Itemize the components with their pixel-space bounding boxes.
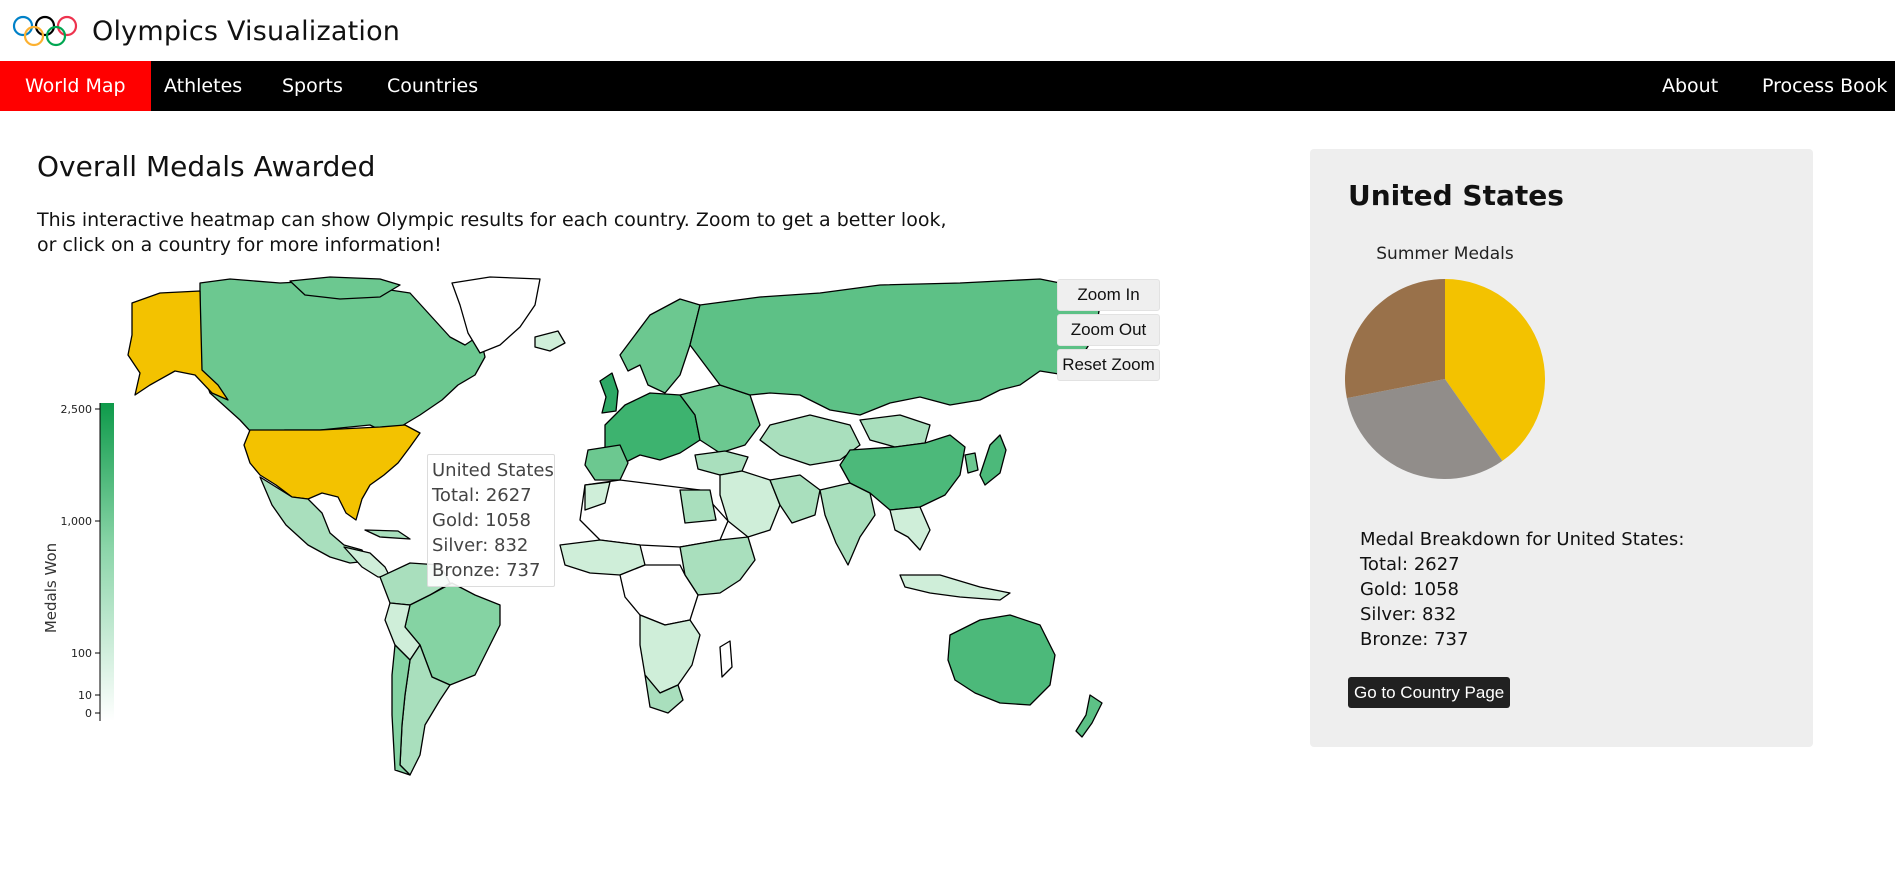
nav-sports[interactable]: Sports: [282, 75, 343, 97]
legend-tick-2500: 2,500: [61, 403, 93, 416]
country-kazakhstan[interactable]: [759, 414, 861, 466]
nav-world-map[interactable]: World Map: [0, 61, 151, 111]
legend-tick-0: 0: [85, 707, 92, 720]
tooltip-gold: Gold: 1058: [432, 510, 531, 531]
country-new-zealand[interactable]: [1075, 694, 1103, 738]
tooltip-total: Total: 2627: [432, 485, 532, 506]
country-mongolia[interactable]: [859, 414, 931, 448]
page-title: Overall Medals Awarded: [37, 150, 376, 183]
map-tooltip: United States Total: 2627 Gold: 1058 Sil…: [427, 454, 555, 587]
country-australia[interactable]: [947, 614, 1056, 706]
zoom-in-button[interactable]: Zoom In: [1057, 279, 1160, 311]
country-central-africa[interactable]: [619, 564, 699, 626]
country-scandinavia[interactable]: [619, 298, 701, 394]
medal-breakdown: Medal Breakdown for United States: Total…: [1360, 527, 1684, 652]
breakdown-total: Total: 2627: [1360, 554, 1460, 575]
country-chile[interactable]: [391, 644, 411, 776]
reset-zoom-button[interactable]: Reset Zoom: [1057, 349, 1160, 381]
country-iceland[interactable]: [534, 330, 566, 352]
breakdown-title: Medal Breakdown for United States:: [1360, 529, 1685, 550]
pie-slice-silver[interactable]: [1346, 379, 1503, 479]
intro-text: This interactive heatmap can show Olympi…: [37, 209, 947, 256]
tooltip-bronze: Bronze: 737: [432, 560, 541, 581]
country-russia[interactable]: [689, 278, 1101, 416]
country-southeast-asia[interactable]: [889, 506, 931, 551]
main-navbar: World Map Athletes Sports Countries Abou…: [0, 61, 1895, 111]
panel-country-name: United States: [1348, 179, 1564, 212]
legend-title: Medals Won: [42, 543, 60, 633]
nav-countries[interactable]: Countries: [387, 75, 479, 97]
pie-slice-bronze[interactable]: [1345, 279, 1445, 399]
country-cuba[interactable]: [364, 529, 411, 540]
nav-process-book[interactable]: Process Book: [1762, 75, 1888, 97]
country-middle-east[interactable]: [719, 470, 781, 538]
app-title: Olympics Visualization: [92, 15, 401, 47]
breakdown-gold: Gold: 1058: [1360, 579, 1459, 600]
world-map[interactable]: [80, 275, 1180, 785]
legend-tick-100: 100: [71, 647, 92, 660]
pie-chart-title: Summer Medals: [1376, 244, 1514, 264]
country-detail-panel: United States Summer Medals Medal Breakd…: [1310, 149, 1813, 747]
legend-tick-10: 10: [78, 689, 92, 702]
country-japan[interactable]: [979, 434, 1007, 486]
nav-about[interactable]: About: [1662, 75, 1719, 97]
country-uk[interactable]: [599, 372, 619, 414]
country-morocco[interactable]: [584, 481, 611, 511]
go-to-country-page-button[interactable]: Go to Country Page: [1348, 677, 1511, 708]
country-canada-arctic[interactable]: [289, 276, 401, 300]
breakdown-silver: Silver: 832: [1360, 604, 1457, 625]
color-legend: Medals Won 2,500 1,000 100 10 0: [42, 403, 114, 721]
zoom-out-button[interactable]: Zoom Out: [1057, 314, 1160, 346]
country-indonesia[interactable]: [899, 574, 1011, 601]
nav-athletes[interactable]: Athletes: [164, 75, 243, 97]
pie-slice-gold[interactable]: [1445, 279, 1545, 461]
country-madagascar[interactable]: [719, 640, 733, 678]
country-alaska[interactable]: [127, 290, 229, 401]
tooltip-silver: Silver: 832: [432, 535, 529, 556]
breakdown-bronze: Bronze: 737: [1360, 629, 1469, 650]
legend-gradient-bar: [100, 403, 114, 721]
country-greenland[interactable]: [451, 276, 541, 354]
tooltip-country: United States: [432, 460, 554, 481]
country-india[interactable]: [819, 482, 876, 566]
country-canada[interactable]: [199, 278, 486, 434]
country-south-africa[interactable]: [644, 674, 684, 714]
country-spain[interactable]: [584, 444, 629, 481]
olympic-rings-icon: [12, 15, 78, 47]
legend-tick-1000: 1,000: [61, 515, 93, 528]
country-egypt[interactable]: [679, 489, 717, 524]
country-united-states[interactable]: [243, 424, 421, 521]
medal-pie-chart: Summer Medals: [1345, 244, 1545, 479]
country-korea[interactable]: [964, 452, 979, 474]
country-china[interactable]: [839, 434, 966, 511]
app-brand: Olympics Visualization: [12, 9, 400, 53]
country-southern-africa[interactable]: [639, 614, 701, 694]
country-iran[interactable]: [769, 474, 821, 524]
